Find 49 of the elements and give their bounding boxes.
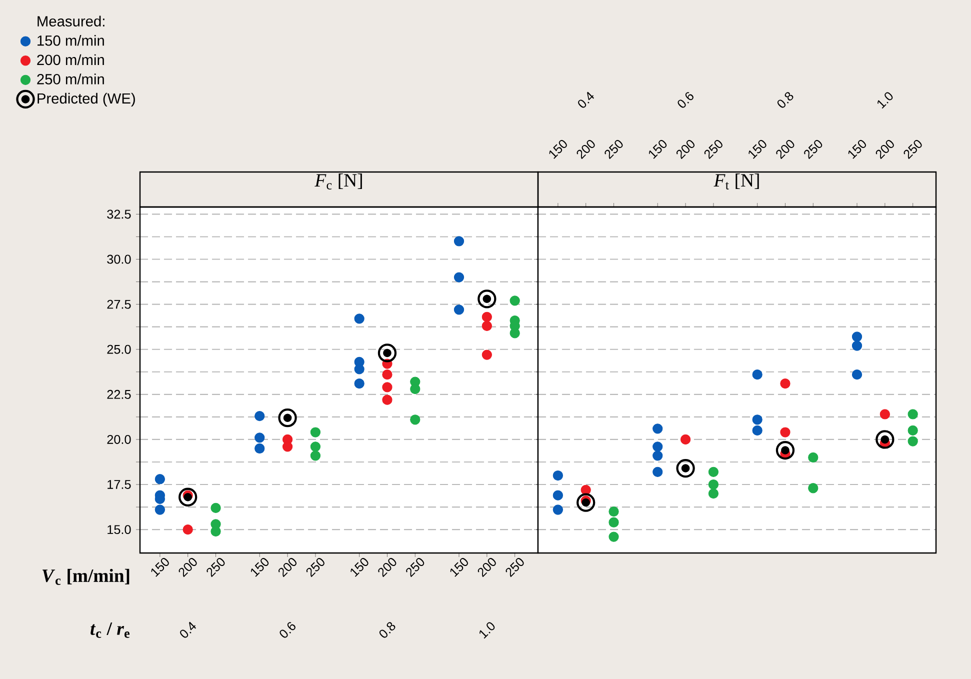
legend-label: 150 m/min [38, 35, 104, 46]
x-tick-label: 150 [450, 558, 468, 577]
y-tick-label: 22.5 [107, 390, 131, 399]
x-tick-label: 250 [804, 140, 822, 160]
x-axis-title: V$_{c}$ [m/min] [42, 568, 130, 585]
x-tick-label: 200 [478, 558, 496, 578]
x-tick-label: 200 [576, 140, 595, 160]
x-tick-label: 150 [748, 140, 766, 159]
x-tick-label: 200 [178, 558, 197, 578]
x-tick-label: 200 [676, 140, 695, 160]
x-tick-label: 250 [704, 140, 722, 160]
legend-label: 200 m/min [37, 54, 104, 66]
text: t$_{c}$ / r$_{e}$ [90, 622, 130, 638]
text: 0.6 [280, 622, 296, 638]
x-tick-label: 250 [306, 558, 324, 578]
x-tick-label: 150 [549, 140, 567, 159]
text: 0.6 [678, 92, 694, 108]
x-tick-label: 150 [848, 140, 866, 159]
chart-title: F$_{c}$ [N] [314, 174, 362, 190]
y-tick-label: 17.5 [108, 480, 131, 489]
y-tick-label: 25.0 [107, 344, 131, 354]
legend-title: Measured: [38, 16, 104, 26]
x-tick-label: 250 [506, 558, 524, 578]
y-tick-label: 27.5 [107, 300, 131, 309]
text: 1.0 [877, 92, 893, 109]
x-tick-label: 150 [250, 558, 269, 577]
text: 1.0 [479, 622, 495, 639]
x-tick-label: 250 [604, 140, 623, 160]
x-tick-label: 150 [350, 558, 368, 577]
x-tick-label: 200 [876, 140, 894, 160]
text: 0.4 [180, 622, 196, 638]
x-tick-label: 250 [206, 558, 225, 578]
x-tick-label: 250 [904, 140, 922, 160]
y-tick-label: 32.5 [107, 210, 131, 219]
x-tick-label: 150 [151, 558, 169, 577]
y-tick-label: 20.0 [107, 434, 131, 444]
text: 0.4 [578, 92, 594, 108]
chart-title: F$_{t}$ [N] [714, 174, 759, 190]
y-tick-label: 30.0 [107, 254, 131, 264]
legend-label: 250 m/min [37, 74, 104, 84]
text: 0.8 [379, 622, 396, 638]
text: 0.8 [777, 92, 794, 108]
x-tick-label: 200 [278, 558, 297, 578]
x-tick-label: 250 [406, 558, 424, 578]
legend-label: Predicted (WE) [38, 92, 135, 107]
x-tick-label: 200 [378, 558, 396, 578]
y-tick-label: 15.0 [108, 525, 131, 534]
x-tick-label: 150 [648, 140, 667, 159]
x-tick-label: 200 [776, 140, 794, 160]
